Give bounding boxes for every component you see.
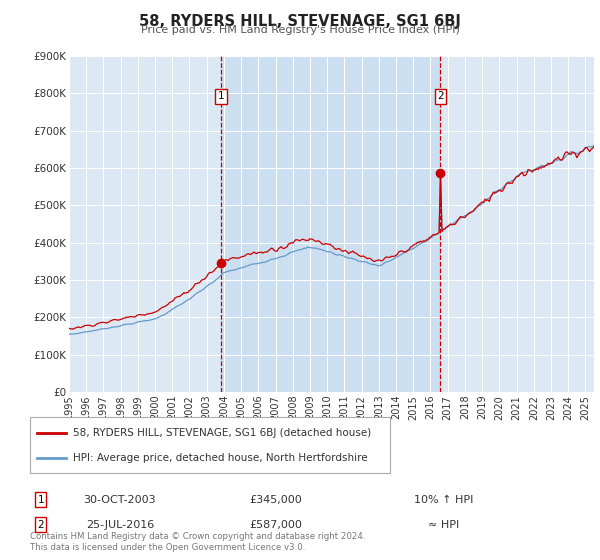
Text: 2: 2 bbox=[37, 520, 44, 530]
Text: Contains HM Land Registry data © Crown copyright and database right 2024.
This d: Contains HM Land Registry data © Crown c… bbox=[30, 532, 365, 552]
Text: £345,000: £345,000 bbox=[250, 494, 302, 505]
Text: £587,000: £587,000 bbox=[250, 520, 302, 530]
Text: HPI: Average price, detached house, North Hertfordshire: HPI: Average price, detached house, Nort… bbox=[73, 452, 368, 463]
FancyBboxPatch shape bbox=[30, 417, 390, 473]
Text: ≈ HPI: ≈ HPI bbox=[428, 520, 460, 530]
Text: 30-OCT-2003: 30-OCT-2003 bbox=[83, 494, 157, 505]
Text: 1: 1 bbox=[37, 494, 44, 505]
Text: 1: 1 bbox=[218, 91, 224, 101]
Text: Price paid vs. HM Land Registry's House Price Index (HPI): Price paid vs. HM Land Registry's House … bbox=[140, 25, 460, 35]
Text: 25-JUL-2016: 25-JUL-2016 bbox=[86, 520, 154, 530]
Text: 10% ↑ HPI: 10% ↑ HPI bbox=[415, 494, 473, 505]
Bar bbox=[221, 56, 440, 392]
Text: 2: 2 bbox=[437, 91, 443, 101]
Text: 58, RYDERS HILL, STEVENAGE, SG1 6BJ (detached house): 58, RYDERS HILL, STEVENAGE, SG1 6BJ (det… bbox=[73, 428, 371, 438]
Text: 58, RYDERS HILL, STEVENAGE, SG1 6BJ: 58, RYDERS HILL, STEVENAGE, SG1 6BJ bbox=[139, 14, 461, 29]
